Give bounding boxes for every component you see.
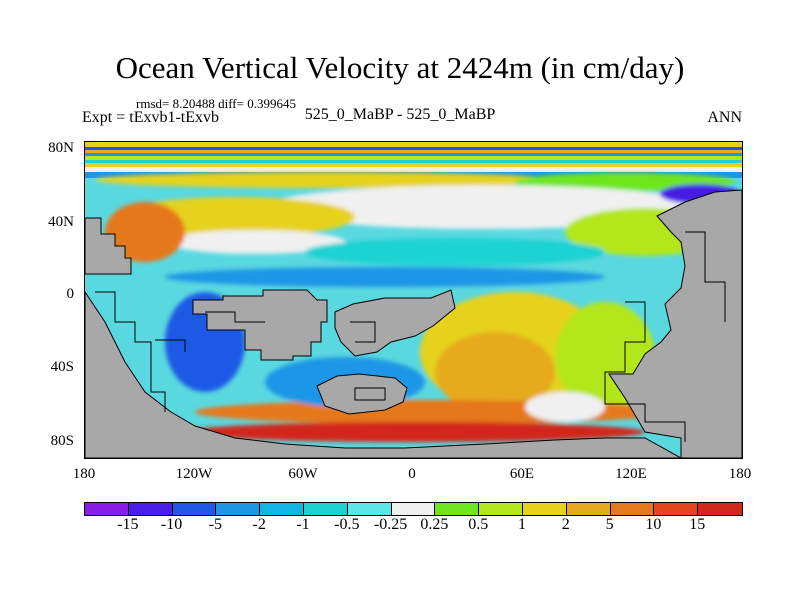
colorbar-label: -5 — [208, 516, 223, 533]
lon-label-60w: 60W — [288, 466, 318, 482]
colorbar-label: 10 — [645, 516, 662, 533]
colorbar-swatch — [260, 503, 304, 515]
colorbar-swatch — [85, 503, 129, 515]
lon-label-120e: 120E — [615, 466, 647, 482]
colorbar-label: 0.25 — [420, 516, 449, 533]
land-africa — [334, 289, 456, 357]
land-antarctic-inner — [316, 373, 408, 415]
lat-label-0: 0 — [66, 286, 75, 302]
colorbar-swatch — [347, 503, 392, 515]
colorbar-swatch — [128, 503, 173, 515]
velocity-field-svg — [85, 142, 742, 458]
map-panel — [84, 141, 743, 459]
stats-line: rmsd= 8.20488 diff= 0.399645 — [136, 96, 296, 111]
plot-title: Ocean Vertical Velocity at 2424m (in cm/… — [115, 50, 685, 85]
colorbar-swatch — [522, 503, 567, 515]
colorbar-label: -0.5 — [334, 516, 360, 533]
contour-lines — [95, 231, 726, 442]
colorbar-label: 5 — [605, 516, 614, 533]
colorbar-swatch — [435, 503, 480, 515]
colorbar-label: -1 — [296, 516, 310, 533]
colorbar-swatch — [654, 503, 699, 515]
lat-label-40s: 40S — [50, 359, 74, 375]
lon-label-60e: 60E — [509, 466, 535, 482]
land-south-america — [192, 289, 328, 361]
land-north-america — [85, 217, 132, 275]
land-masses — [85, 189, 742, 458]
colorbar-label: -10 — [160, 516, 183, 533]
colorbar-swatch — [216, 503, 261, 515]
land-east-continent — [608, 189, 742, 458]
lat-label-80s: 80S — [50, 433, 74, 449]
colorbar-swatch — [172, 503, 217, 515]
colorbar-swatch — [479, 503, 523, 515]
colorbar-swatch — [698, 503, 742, 515]
colorbar-label: -15 — [117, 516, 139, 533]
colorbar-label: -0.25 — [373, 516, 408, 533]
colorbar-label: 2 — [561, 516, 570, 533]
lon-label-120w: 120W — [175, 466, 213, 482]
colorbar-label: 0.5 — [468, 516, 489, 533]
lon-label-180w: 180 — [72, 466, 96, 482]
season-label: ANN — [707, 109, 742, 126]
colorbar-label: 1 — [518, 516, 526, 533]
land-south-rim — [85, 291, 683, 458]
colorbar-label: 15 — [689, 516, 706, 533]
center-label: 525_0_MaBP - 525_0_MaBP — [304, 106, 496, 123]
lat-label-40n: 40N — [48, 214, 74, 230]
lat-label-80n: 80N — [48, 140, 74, 156]
colorbar-label: -2 — [252, 516, 266, 533]
lon-label-0: 0 — [408, 466, 416, 482]
colorbar-swatch — [610, 503, 655, 515]
experiment-label: Expt = tExvb1-tExvb — [82, 109, 220, 126]
lon-label-180e: 180 — [728, 466, 752, 482]
colorbar-swatch — [303, 503, 348, 515]
colorbar-swatch — [391, 503, 436, 515]
colorbar-swatch — [566, 503, 611, 515]
colorbar — [84, 502, 743, 516]
